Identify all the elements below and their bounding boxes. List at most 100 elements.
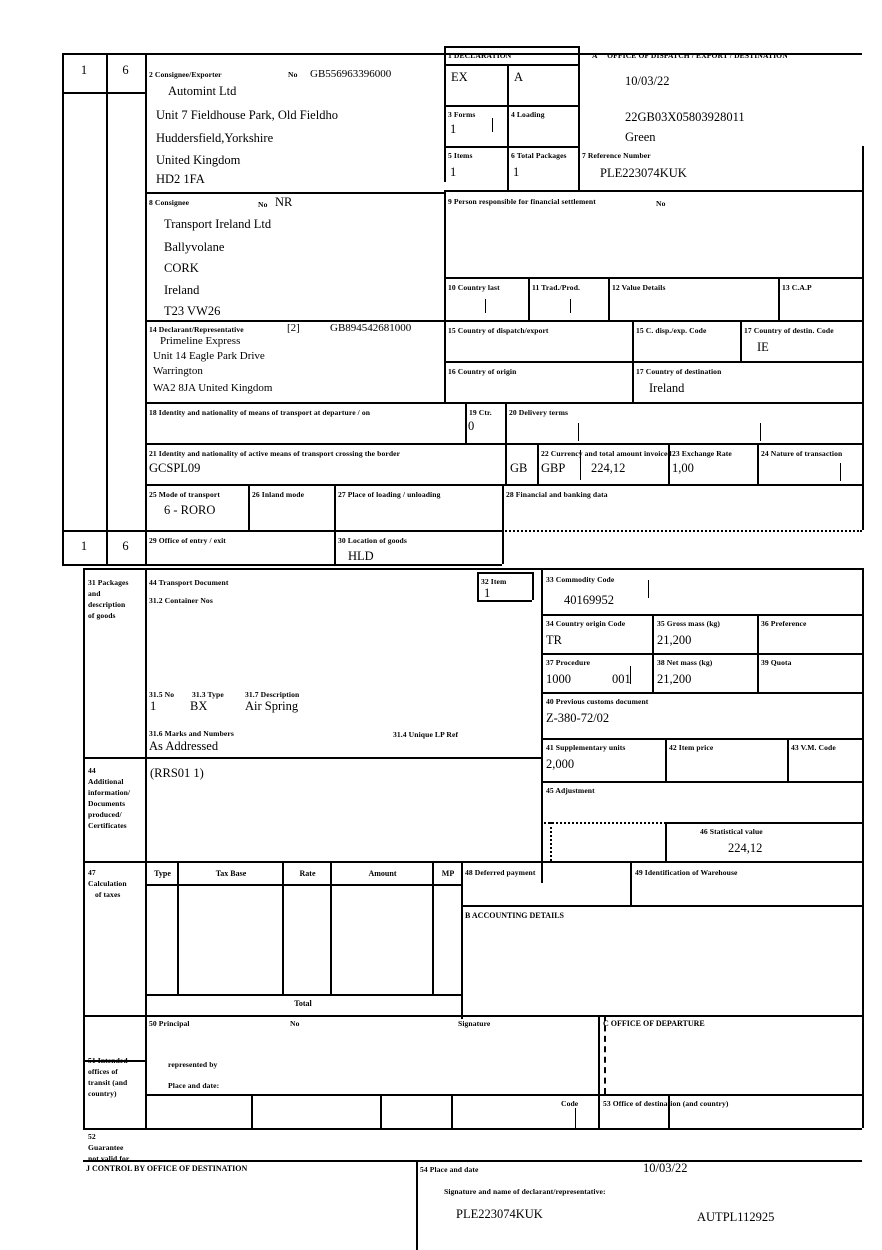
frame-line	[145, 884, 461, 886]
form-copy-number-2: 1	[80, 539, 88, 553]
frame-line	[862, 1015, 864, 1128]
divider-tick	[575, 1108, 577, 1128]
box21-label: 21 Identity and nationality of active me…	[149, 449, 401, 458]
box38-value[interactable]: 21,200	[657, 672, 692, 686]
box35-value[interactable]: 21,200	[657, 633, 692, 647]
box2-line-4[interactable]: HD2 1FA	[156, 172, 205, 186]
box32-value[interactable]: 1	[484, 586, 491, 600]
frame-line	[528, 277, 530, 320]
box2-line-1[interactable]: Unit 7 Fieldhouse Park, Old Fieldho	[156, 108, 338, 122]
frame-line	[477, 600, 532, 602]
frame-line	[632, 320, 634, 402]
box14-eori[interactable]: GB894542681000	[330, 322, 412, 334]
box1-declaration-subtype[interactable]: A	[514, 70, 524, 84]
box52-label-line-0: 52	[88, 1132, 96, 1141]
box47-col-rate: Rate	[299, 869, 316, 878]
box14-label: 14 Declarant/Representative	[149, 325, 244, 334]
box2-eori[interactable]: GB556963396000	[310, 68, 392, 80]
box1-declaration-type[interactable]: EX	[451, 70, 468, 84]
frame-line	[444, 190, 446, 402]
box31-5-no-value[interactable]: 1	[150, 699, 157, 713]
box41-value[interactable]: 2,000	[546, 757, 575, 771]
box30-value[interactable]: HLD	[348, 549, 374, 563]
box46-value[interactable]: 224,12	[728, 841, 763, 855]
box40-value[interactable]: Z-380-72/02	[546, 711, 610, 725]
frame-line	[444, 277, 862, 279]
frame-line	[778, 277, 780, 320]
box34-value[interactable]: TR	[546, 633, 562, 647]
dashed-divider	[604, 1094, 862, 1096]
box2-line-0[interactable]: Automint Ltd	[168, 84, 237, 98]
frame-line	[668, 1094, 670, 1128]
boxC-label: C OFFICE OF DEPARTURE	[603, 1019, 705, 1028]
box22-currency[interactable]: GBP	[541, 461, 566, 475]
frame-line	[83, 568, 85, 1019]
box37-value2[interactable]: 001	[612, 672, 631, 686]
dashed-divider	[604, 1015, 606, 1094]
box44-value[interactable]: (RRS01 1)	[150, 766, 204, 780]
frame-line	[444, 146, 578, 148]
box27-label: 27 Place of loading / unloading	[338, 490, 441, 499]
frame-line	[444, 190, 862, 192]
box1-label: 1 DECLARATION	[448, 51, 512, 60]
box15c-label: 15 C. disp./exp. Code	[636, 326, 707, 335]
box28-label: 28 Financial and banking data	[506, 490, 608, 499]
frame-line	[145, 994, 461, 996]
box8-no-value[interactable]: NR	[275, 195, 293, 209]
box31-7-description-value[interactable]: Air Spring	[245, 699, 299, 713]
box22-amount[interactable]: 224,12	[591, 461, 626, 475]
box7-value[interactable]: PLE223074KUK	[600, 166, 687, 180]
frame-line	[598, 1015, 600, 1128]
box14-line-1[interactable]: Unit 14 Eagle Park Drive	[153, 350, 265, 362]
box8-line-0[interactable]: Transport Ireland Ltd	[164, 217, 272, 231]
box37-value[interactable]: 1000	[546, 672, 571, 686]
box54-declarant-ref[interactable]: PLE223074KUK	[456, 1207, 543, 1221]
divider-tick	[578, 423, 580, 441]
box6-value[interactable]: 1	[513, 165, 520, 179]
frame-line	[145, 530, 502, 532]
box19-value[interactable]: 0	[468, 419, 475, 433]
box54-auth-ref[interactable]: AUTPL112925	[697, 1210, 775, 1224]
boxA-date: 10/03/22	[625, 74, 670, 88]
box14-line-0[interactable]: Primeline Express	[160, 335, 241, 347]
box5-value[interactable]: 1	[450, 165, 457, 179]
box52-code-label: Code	[561, 1099, 579, 1108]
box47-col-mp: MP	[441, 869, 455, 878]
box23-value[interactable]: 1,00	[672, 461, 694, 475]
box33-value[interactable]: 40169952	[564, 593, 614, 607]
frame-line	[145, 530, 147, 564]
box20-label: 20 Delivery terms	[509, 408, 569, 417]
box8-line-2[interactable]: CORK	[164, 261, 199, 275]
box14-line-2[interactable]: Warrington	[153, 365, 203, 377]
box8-line-4[interactable]: T23 VW26	[164, 304, 221, 318]
form-copy-number: 1	[80, 63, 88, 77]
box2-line-2[interactable]: Huddersfield,Yorkshire	[156, 131, 274, 145]
frame-line	[507, 64, 509, 190]
box31-3-type-value[interactable]: BX	[190, 699, 208, 713]
frame-line	[578, 46, 580, 190]
box17-value[interactable]: Ireland	[649, 381, 685, 395]
box8-line-3[interactable]: Ireland	[164, 283, 200, 297]
box31-2-container-label: 31.2 Container Nos	[149, 596, 213, 605]
box21-nationality[interactable]: GB	[510, 461, 528, 475]
box37-label: 37 Procedure	[546, 658, 591, 667]
box31-6-marks-value[interactable]: As Addressed	[149, 739, 219, 753]
box21-value[interactable]: GCSPL09	[149, 461, 201, 475]
box44-label-line-5: Certificates	[88, 821, 127, 830]
box25-value[interactable]: 6 - RORO	[164, 503, 216, 517]
frame-line	[541, 692, 862, 694]
box32-label: 32 Item	[481, 577, 507, 586]
frame-line	[62, 53, 862, 55]
box2-line-3[interactable]: United Kingdom	[156, 153, 241, 167]
frame-line	[380, 1094, 382, 1128]
box14-line-3[interactable]: WA2 8JA United Kingdom	[153, 382, 273, 394]
frame-line	[145, 320, 444, 322]
frame-line	[282, 861, 284, 994]
frame-line	[652, 614, 654, 692]
box8-line-1[interactable]: Ballyvolane	[164, 240, 225, 254]
divider-tick	[630, 666, 632, 684]
box3-value[interactable]: 1	[450, 122, 457, 136]
box17c-value[interactable]: IE	[757, 340, 769, 354]
frame-line	[465, 402, 467, 443]
box47-col-tax-base: Tax Base	[215, 869, 247, 878]
